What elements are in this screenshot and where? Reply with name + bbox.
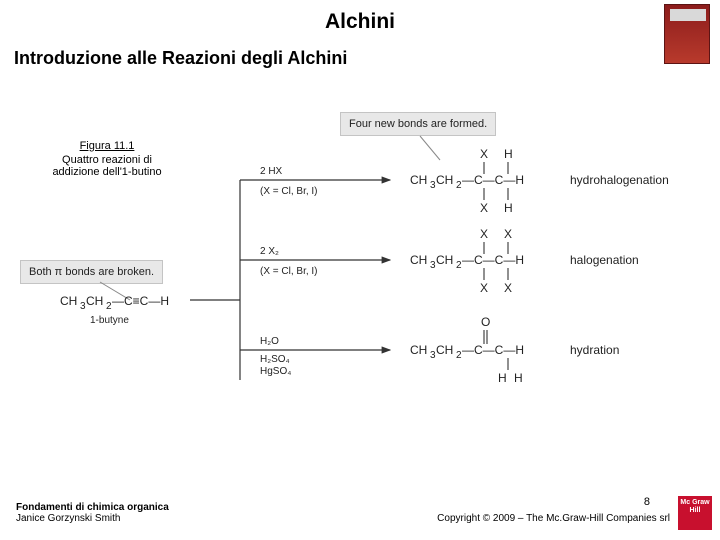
svg-text:(X = Cl, Br, I): (X = Cl, Br, I) [260,266,318,277]
svg-text:hydration: hydration [570,343,619,357]
svg-text:X: X [480,227,488,241]
svg-text:CH: CH [410,253,427,267]
svg-text:H₂O: H₂O [260,336,279,347]
svg-text:CH: CH [410,173,427,187]
svg-text:X: X [480,281,488,295]
footer-left: Fondamenti di chimica organica Janice Go… [16,502,169,524]
svg-text:CH: CH [410,343,427,357]
svg-text:H₂SO₄: H₂SO₄ [260,354,290,365]
svg-text:2 HX: 2 HX [260,166,283,177]
svg-text:CH: CH [436,253,453,267]
svg-text:—C≡C—H: —C≡C—H [112,294,169,308]
svg-text:H: H [498,371,507,385]
svg-text:X: X [504,281,512,295]
svg-text:X: X [480,147,488,161]
svg-text:HgSO₄: HgSO₄ [260,366,291,377]
page-title: Alchini [0,0,720,34]
book-cover-thumbnail [664,4,710,64]
svg-text:X: X [480,201,488,215]
svg-text:—C—C—H: —C—C—H [462,253,524,267]
svg-text:1-butyne: 1-butyne [90,315,129,326]
svg-text:CH: CH [436,173,453,187]
svg-text:—C—C—H: —C—C—H [462,173,524,187]
publisher-logo: Mc Graw Hill [678,496,712,530]
svg-text:CH: CH [60,294,77,308]
svg-text:H: H [514,371,523,385]
reaction-diagram: CH3CH2—C≡C—H1-butyne2 HX(X = Cl, Br, I)C… [0,130,720,460]
svg-text:H: H [504,201,513,215]
svg-text:2 X₂: 2 X₂ [260,246,279,257]
page-number: 8 [644,496,650,508]
footer-copyright: Copyright © 2009 – The Mc.Graw-Hill Comp… [437,513,670,524]
footer-book: Fondamenti di chimica organica [16,502,169,513]
svg-text:hydrohalogenation: hydrohalogenation [570,173,669,187]
svg-text:—C—C—H: —C—C—H [462,343,524,357]
svg-text:halogenation: halogenation [570,253,639,267]
svg-text:(X = Cl, Br, I): (X = Cl, Br, I) [260,186,318,197]
footer-author: Janice Gorzynski Smith [16,513,169,524]
svg-text:H: H [504,147,513,161]
svg-text:CH: CH [86,294,103,308]
svg-text:O: O [481,315,490,329]
page-subtitle: Introduzione alle Reazioni degli Alchini [0,34,720,69]
svg-text:CH: CH [436,343,453,357]
svg-text:X: X [504,227,512,241]
